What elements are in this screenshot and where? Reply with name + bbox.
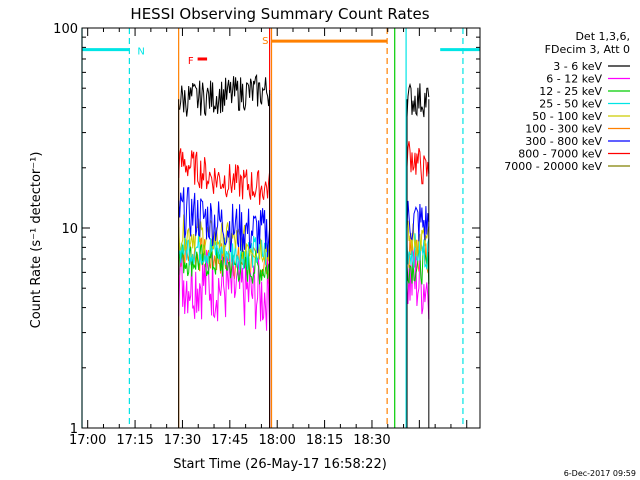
series-trace (178, 214, 271, 263)
series-trace (178, 231, 271, 271)
x-tick-label: 18:00 (258, 433, 295, 448)
legend-entry: 6 - 12 keV (546, 73, 602, 86)
series-trace (406, 141, 430, 185)
y-axis: 100 10 1 (53, 22, 480, 437)
x-axis-label: Start Time (26-May-17 16:58:22) (173, 457, 387, 472)
legend-entry: 100 - 300 keV (525, 123, 602, 136)
legend-entry: 12 - 25 keV (539, 85, 602, 98)
series-trace (178, 148, 271, 205)
chart-title: HESSI Observing Summary Count Rates (130, 5, 429, 23)
x-tick-label: 17:00 (69, 433, 106, 448)
series-trace (406, 233, 430, 270)
series-trace (406, 200, 430, 242)
series-trace (178, 187, 271, 258)
y-tick-label: 1 (70, 422, 78, 437)
vertical-markers (81, 28, 464, 428)
legend-entry: 300 - 800 keV (525, 135, 602, 148)
series-trace (178, 249, 271, 331)
annotation-label: N (137, 47, 144, 58)
y-axis-label: Count Rate (s⁻¹ detector⁻¹) (29, 152, 44, 329)
series-trace (178, 73, 271, 117)
x-tick-label: 17:30 (164, 433, 201, 448)
legend-entry: 50 - 100 keV (532, 110, 602, 123)
x-tick-label: 18:15 (306, 433, 343, 448)
series-trace (406, 82, 430, 118)
annotations: N F S (82, 36, 480, 67)
annotation-label: F (188, 56, 194, 67)
x-axis: 17:00 17:15 17:30 17:45 18:00 18:15 18:30 (69, 28, 468, 448)
annotation-label: S (262, 36, 268, 47)
y-tick-label: 10 (61, 222, 78, 237)
legend-entry: 3 - 6 keV (553, 60, 602, 73)
x-tick-label: 17:45 (211, 433, 248, 448)
series-layer (178, 73, 430, 428)
legend-header: FDecim 3, Att 0 (545, 43, 630, 56)
footer-date: 6-Dec-2017 09:59 (564, 469, 636, 478)
legend-header: Det 1,3,6, (575, 30, 630, 43)
legend-entry: 800 - 7000 keV (518, 148, 602, 161)
series-trace (406, 249, 430, 320)
x-tick-label: 18:30 (353, 433, 390, 448)
legend-entry: 25 - 50 keV (539, 98, 602, 111)
x-tick-label: 17:15 (116, 433, 153, 448)
legend-entry: 7000 - 20000 keV (504, 160, 602, 173)
y-tick-label: 100 (53, 22, 78, 37)
